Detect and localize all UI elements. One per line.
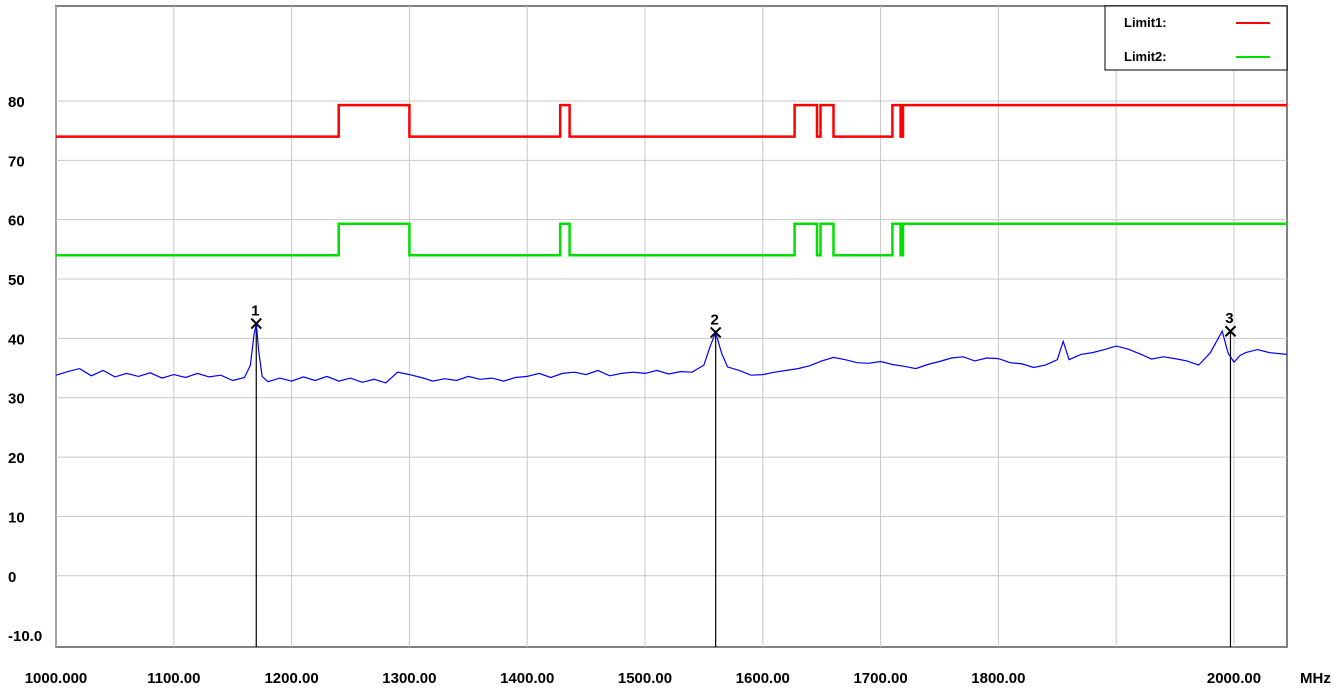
grid (55, 6, 1287, 647)
marker-lines (255, 323, 1232, 647)
x-tick-label: 1400.00 (500, 670, 554, 687)
legend: Limit1: Limit2: (1104, 5, 1288, 71)
y-tick-label: 50 (8, 272, 25, 289)
marker-x-icon (709, 326, 722, 339)
x-tick-label: 2000.00 (1207, 670, 1261, 687)
y-tick-label: 70 (8, 153, 25, 170)
legend-label-limit1: Limit1: (1124, 15, 1167, 30)
x-tick-labels: 1000.000 1100.00 1200.00 1300.00 1400.00 1500… (25, 670, 1261, 687)
marker-label: 1 (251, 303, 259, 320)
legend-label-limit2: Limit2: (1124, 49, 1167, 64)
measurement-trace (55, 323, 1288, 384)
y-tick-label: 30 (8, 391, 25, 408)
x-tick-label: 1200.00 (264, 670, 318, 687)
plot-area (55, 5, 1288, 648)
y-tick-label: 80 (8, 94, 25, 111)
x-tick-label: 1700.00 (853, 670, 907, 687)
marker-label: 3 (1225, 310, 1233, 327)
y-tick-label: 20 (8, 450, 25, 467)
legend-box (1104, 5, 1288, 71)
x-tick-label: 1300.00 (382, 670, 436, 687)
limit2-line (56, 222, 1287, 257)
y-tick-label: 0 (8, 569, 16, 586)
x-tick-label: 1000.000 (25, 670, 88, 687)
series-layer (55, 103, 1288, 384)
y-tick-label: 10 (8, 509, 25, 526)
x-tick-label: 1100.00 (147, 670, 200, 687)
y-tick-label: 40 (8, 331, 25, 348)
y-tick-label: 60 (8, 213, 25, 230)
marker-x-icon (1224, 325, 1237, 337)
x-tick-label: 1500.00 (618, 670, 672, 687)
marker-label: 2 (711, 311, 719, 328)
x-tick-label: 1800.00 (971, 670, 1025, 687)
marker-x-icon (250, 317, 262, 330)
y-tick-label: -10.0 (8, 628, 42, 645)
x-unit-label: MHz (1300, 670, 1331, 687)
x-tick-label: 1600.00 (736, 670, 790, 687)
markers: 1 2 3 (250, 303, 1237, 339)
y-tick-labels: -10.0 0 10 20 30 40 50 60 70 80 (8, 94, 42, 645)
limit1-line (56, 103, 1287, 138)
